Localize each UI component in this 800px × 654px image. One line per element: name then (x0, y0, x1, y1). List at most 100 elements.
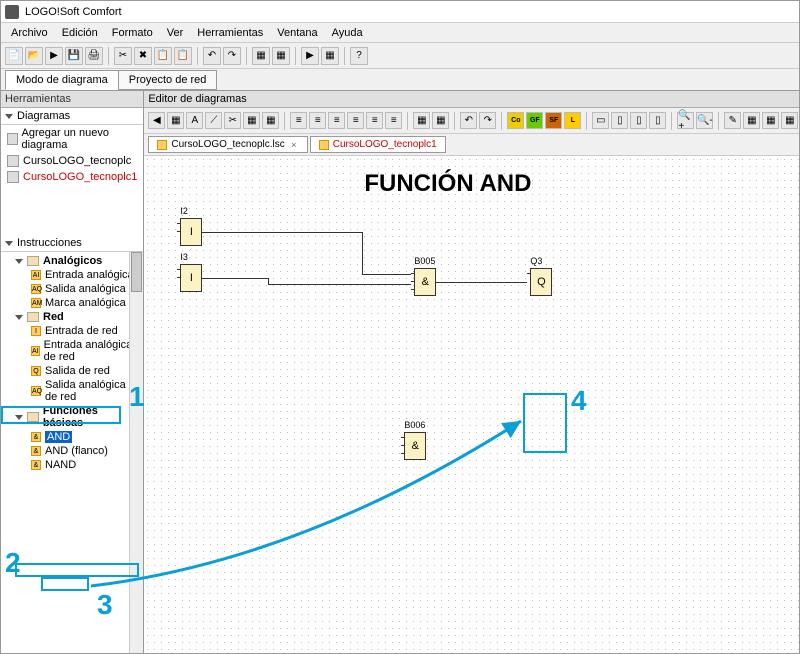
scrollbar-thumb[interactable] (131, 252, 142, 292)
scrollbar[interactable] (129, 252, 143, 653)
tree-leaf[interactable]: AQSalida analógica (1, 282, 143, 296)
project-tab[interactable]: Proyecto de red (118, 70, 218, 90)
toolbar-button[interactable]: ▦ (321, 47, 339, 65)
block-B006[interactable]: B006& (404, 432, 426, 460)
tree-leaf[interactable]: IEntrada de red (1, 324, 143, 338)
wire[interactable] (202, 278, 268, 279)
editor-toolbar-button[interactable]: ▦ (432, 112, 449, 129)
toolbar-button[interactable]: 🖨 (85, 47, 103, 65)
wire[interactable] (362, 232, 363, 274)
toolbar-button[interactable]: ↷ (223, 47, 241, 65)
block-type-icon: & (31, 446, 41, 456)
editor-toolbar-button[interactable]: ▯ (630, 112, 647, 129)
editor-toolbar-button[interactable]: ≡ (366, 112, 383, 129)
toolbar-button[interactable]: 💾 (65, 47, 83, 65)
tree-leaf[interactable]: AMMarca analógica (1, 296, 143, 310)
editor-toolbar-button[interactable]: ▦ (743, 112, 760, 129)
tree-folder[interactable]: Analógicos (1, 254, 143, 268)
leaf-label: Salida analógica de red (45, 379, 139, 403)
toolbar-button[interactable]: ▶ (45, 47, 63, 65)
editor-toolbar-button[interactable]: ▦ (243, 112, 260, 129)
block-type-icon: Q (31, 366, 41, 376)
chevron-down-icon (15, 315, 23, 320)
canvas[interactable]: FUNCIÓN AND I2II3IB005&Q3QB006& (144, 156, 799, 653)
wire[interactable] (362, 274, 411, 275)
editor-toolbar-button[interactable]: ✎ (724, 112, 741, 129)
editor-toolbar-button[interactable]: ▦ (167, 112, 184, 129)
project-tab[interactable]: Modo de diagrama (5, 70, 119, 90)
toolbar-button[interactable]: ? (350, 47, 368, 65)
tree-leaf[interactable]: QSalida de red (1, 364, 143, 378)
add-diagram-item[interactable]: Agregar un nuevo diagrama (1, 125, 143, 153)
editor-toolbar-button[interactable]: ↷ (479, 112, 496, 129)
editor-toolbar-button[interactable]: ▭ (592, 112, 609, 129)
wire[interactable] (268, 284, 411, 285)
tree-leaf[interactable]: &AND (1, 430, 143, 444)
menu-formato[interactable]: Formato (106, 25, 159, 41)
editor-toolbar-button[interactable]: ≡ (290, 112, 307, 129)
editor-toolbar-button[interactable]: ✂ (224, 112, 241, 129)
tree-leaf[interactable]: AIEntrada analógica de red (1, 338, 143, 364)
editor-toolbar-button[interactable]: ▯ (611, 112, 628, 129)
toolbar-button[interactable]: 📋 (154, 47, 172, 65)
menu-ventana[interactable]: Ventana (271, 25, 323, 41)
editor-mode-l[interactable]: L (564, 112, 581, 129)
wire[interactable] (202, 232, 362, 233)
block-I3[interactable]: I3I (180, 264, 202, 292)
editor-toolbar-button[interactable]: 🔍+ (677, 112, 694, 129)
editor-tab[interactable]: CursoLOGO_tecnoplc.lsc× (148, 136, 307, 153)
editor-toolbar-button[interactable]: ≡ (328, 112, 345, 129)
titlebar: LOGO!Soft Comfort (1, 1, 799, 23)
menu-ver[interactable]: Ver (161, 25, 190, 41)
editor-toolbar-button[interactable]: ≡ (385, 112, 402, 129)
editor-toolbar-button[interactable]: 🔍- (696, 112, 713, 129)
instrucciones-section-header[interactable]: Instrucciones (1, 235, 143, 252)
tree-folder[interactable]: Funciones básicas (1, 404, 143, 430)
toolbar-button[interactable]: ▶ (301, 47, 319, 65)
wire[interactable] (436, 282, 527, 283)
toolbar-button[interactable]: ▦ (252, 47, 270, 65)
menu-archivo[interactable]: Archivo (5, 25, 54, 41)
editor-toolbar-button[interactable]: ≡ (347, 112, 364, 129)
tree-leaf[interactable]: &NAND (1, 458, 143, 472)
block-I2[interactable]: I2I (180, 218, 202, 246)
tree-folder[interactable]: Red (1, 310, 143, 324)
block-label: B006 (404, 420, 425, 430)
toolbar-button[interactable]: ✂ (114, 47, 132, 65)
editor-toolbar-button[interactable]: ▦ (762, 112, 779, 129)
block-type-icon: & (31, 460, 41, 470)
toolbar-button[interactable]: ✖ (134, 47, 152, 65)
editor-mode-gf[interactable]: GF (526, 112, 543, 129)
toolbar-button[interactable]: 📄 (5, 47, 23, 65)
editor-toolbar-button[interactable]: ▦ (262, 112, 279, 129)
editor-tab[interactable]: CursoLOGO_tecnoplc1 (310, 136, 446, 153)
editor-toolbar-button[interactable]: ⟋ (205, 112, 222, 129)
editor-toolbar-button[interactable]: A (186, 112, 203, 129)
editor-toolbar-button[interactable]: ▦ (413, 112, 430, 129)
editor-toolbar-button[interactable]: ◀ (148, 112, 165, 129)
editor-mode-sf[interactable]: SF (545, 112, 562, 129)
chevron-down-icon (5, 241, 13, 246)
diagram-item[interactable]: CursoLOGO_tecnoplc (1, 153, 143, 169)
editor-mode-co[interactable]: Co (507, 112, 524, 129)
menu-edición[interactable]: Edición (56, 25, 104, 41)
toolbar-button[interactable]: ▦ (272, 47, 290, 65)
close-icon[interactable]: × (289, 140, 299, 150)
diagrams-section-header[interactable]: Diagramas (1, 108, 143, 125)
toolbar-button[interactable]: 📋 (174, 47, 192, 65)
editor-toolbar-button[interactable]: ≡ (309, 112, 326, 129)
block-Q3[interactable]: Q3Q (530, 268, 552, 296)
tree-leaf[interactable]: AIEntrada analógica (1, 268, 143, 282)
tree-leaf[interactable]: AQSalida analógica de red (1, 378, 143, 404)
editor-toolbar-button[interactable]: ▯ (649, 112, 666, 129)
block-B005[interactable]: B005& (414, 268, 436, 296)
tree-leaf[interactable]: &AND (flanco) (1, 444, 143, 458)
editor-toolbar-button[interactable]: ↶ (460, 112, 477, 129)
menu-herramientas[interactable]: Herramientas (191, 25, 269, 41)
tools-panel-header: Herramientas (1, 91, 143, 108)
toolbar-button[interactable]: 📂 (25, 47, 43, 65)
editor-toolbar-button[interactable]: ▦ (781, 112, 798, 129)
toolbar-button[interactable]: ↶ (203, 47, 221, 65)
menu-ayuda[interactable]: Ayuda (326, 25, 369, 41)
diagram-item[interactable]: CursoLOGO_tecnoplc1 (1, 169, 143, 185)
